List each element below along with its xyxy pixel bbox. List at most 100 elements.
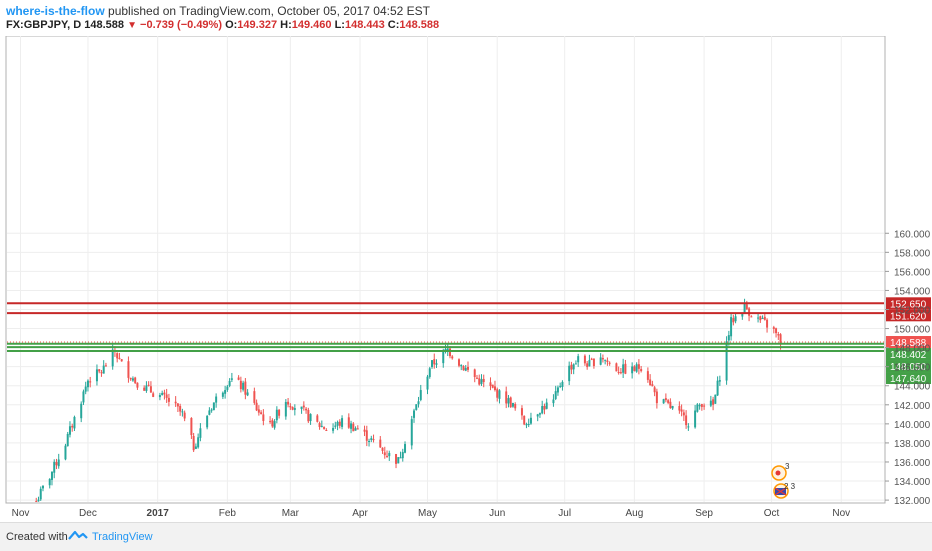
event-markers[interactable]: 3 2 3 xyxy=(771,462,796,499)
level-price-tag xyxy=(886,309,931,322)
candle-body xyxy=(505,391,508,404)
candle-body xyxy=(287,401,290,405)
candle-body xyxy=(460,364,463,367)
candle-body xyxy=(221,392,224,397)
x-tick-label: Jun xyxy=(489,508,505,519)
x-tick-label: Mar xyxy=(282,508,300,519)
y-tick-label: 138.000 xyxy=(894,439,931,450)
author-link[interactable]: where-is-the-flow xyxy=(6,4,105,18)
candle-body xyxy=(165,394,168,398)
level-price-label: 148.050 xyxy=(890,362,927,373)
footer-bar: Created with TradingView xyxy=(0,522,932,551)
candle-body xyxy=(95,369,98,382)
candle-body xyxy=(129,377,132,380)
candle-body xyxy=(163,392,166,395)
candle-body xyxy=(275,409,278,421)
candle-body xyxy=(111,349,114,367)
candle-body xyxy=(417,401,420,405)
candle-body xyxy=(448,348,451,357)
candle-body xyxy=(718,380,721,382)
candle-body xyxy=(655,391,658,404)
created-with-text: Created with xyxy=(6,531,68,543)
price-axis[interactable]: 132.000 134.000 136.000 138.000 140.000 142.0… xyxy=(884,36,931,507)
y-tick-label: 134.000 xyxy=(894,477,931,488)
candle-body xyxy=(368,440,371,442)
candle-body xyxy=(237,377,240,380)
candle-body xyxy=(462,366,465,371)
candle-body xyxy=(649,379,652,386)
candle-body xyxy=(525,424,528,426)
candle-body xyxy=(489,382,492,387)
candle-body xyxy=(197,437,200,448)
candle-body xyxy=(698,405,701,407)
candle-body xyxy=(763,316,766,320)
candles xyxy=(35,298,782,503)
candle-body xyxy=(336,421,339,426)
x-tick-label: Nov xyxy=(832,508,850,519)
candle-body xyxy=(401,452,404,459)
candle-body xyxy=(149,386,152,393)
candle-body xyxy=(386,455,389,457)
tradingview-logo-icon[interactable] xyxy=(68,529,88,543)
y-tick-label: 132.000 xyxy=(894,496,931,507)
level-price-tag xyxy=(886,372,931,385)
candle-body xyxy=(305,408,308,411)
candle-body xyxy=(473,369,476,378)
candle-body xyxy=(714,394,717,404)
candle-body xyxy=(167,397,170,402)
candle-body xyxy=(66,433,69,447)
candle-body xyxy=(244,381,247,395)
level-price-label: 147.640 xyxy=(890,374,927,385)
candle-body xyxy=(332,427,335,431)
candle-body xyxy=(543,405,546,410)
candle-body xyxy=(35,501,38,503)
candle-body xyxy=(98,369,101,372)
candle-body xyxy=(446,348,449,351)
candle-body xyxy=(682,412,685,416)
candle-body xyxy=(316,415,319,422)
candle-body xyxy=(57,459,60,467)
candle-body xyxy=(100,372,103,374)
candle-body xyxy=(574,363,577,365)
time-axis[interactable]: Nov Dec 2017 Feb Mar Apr May Jun Jul Aug Sep Oct Nov xyxy=(7,502,884,519)
candle-body xyxy=(284,402,287,417)
candle-body xyxy=(680,409,683,412)
candle-body xyxy=(230,378,233,380)
candle-body xyxy=(39,488,42,500)
candle-body xyxy=(608,362,611,364)
candle-body xyxy=(759,316,762,321)
candle-body xyxy=(745,304,748,310)
candle-body xyxy=(80,403,83,419)
candle-body xyxy=(293,408,296,410)
candle-body xyxy=(633,366,636,371)
candle-body xyxy=(426,376,429,390)
candle-body xyxy=(325,430,328,432)
candle-body xyxy=(370,438,373,440)
candle-body xyxy=(37,499,40,502)
candle-body xyxy=(520,408,523,416)
candle-body xyxy=(572,364,575,370)
ohlc-line: FX:GBPJPY, D 148.588 ▼ −0.739 (−0.49%) O… xyxy=(6,19,439,31)
candle-body xyxy=(199,428,202,438)
candle-body xyxy=(181,411,184,413)
candle-body xyxy=(257,409,260,413)
candle-body xyxy=(491,384,494,388)
candle-body xyxy=(215,396,218,403)
candle-body xyxy=(68,426,71,435)
x-tick-label: 2017 xyxy=(147,508,170,519)
y-tick-label: 152.000 xyxy=(894,306,931,317)
x-tick-label: Dec xyxy=(79,508,97,519)
candle-body xyxy=(174,401,177,404)
tradingview-brand-link[interactable]: TradingView xyxy=(92,531,153,543)
candle-body xyxy=(779,334,782,345)
chart-header: where-is-the-flow published on TradingVi… xyxy=(0,0,932,36)
candle-body xyxy=(507,398,510,404)
y-tick-label: 154.000 xyxy=(894,286,931,297)
publish-line: where-is-the-flow published on TradingVi… xyxy=(6,4,430,18)
y-tick-label: 146.000 xyxy=(894,363,931,374)
candle-body xyxy=(442,350,445,364)
candle-body xyxy=(748,308,751,316)
candle-body xyxy=(269,421,272,423)
